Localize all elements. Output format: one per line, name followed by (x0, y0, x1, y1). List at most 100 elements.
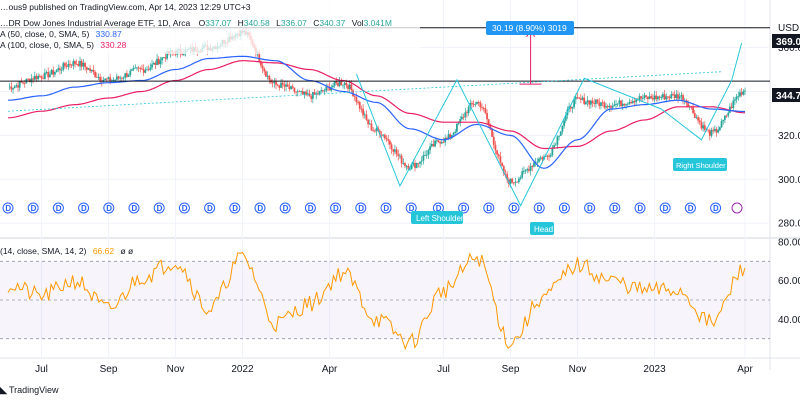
candle-body (697, 117, 699, 121)
candle-body (687, 103, 689, 108)
candle-body (615, 103, 617, 105)
candle-body (553, 145, 555, 149)
ma50-legend[interactable]: A (50, close, 0, SMA, 5) 330.87 (0, 29, 122, 39)
candle-body (343, 82, 346, 85)
candle-body (665, 96, 668, 100)
candle-body (373, 130, 376, 132)
candle-body (447, 134, 450, 139)
candle-body (288, 86, 291, 90)
candle-body (94, 71, 96, 77)
candle-body (47, 71, 50, 78)
symbol-line[interactable]: …DR Dow Jones Industrial Average ETF, 1D… (0, 18, 392, 28)
candle-body (151, 64, 153, 68)
dividend-marker-label: D (562, 204, 568, 213)
dividend-marker-label: D (663, 204, 669, 213)
dividend-marker-label: D (511, 204, 517, 213)
candle-body (501, 162, 504, 167)
dividend-marker (483, 202, 495, 214)
price-tick-label: 360.00 (778, 43, 800, 54)
dividend-marker (2, 202, 14, 214)
candle-body (722, 119, 725, 122)
candle-body (643, 95, 646, 98)
candle-body (62, 63, 65, 70)
ma100-line (7, 60, 746, 150)
candle-body (300, 91, 303, 93)
candle-body (514, 181, 517, 183)
candle-body (730, 106, 733, 108)
candle-body (435, 140, 438, 142)
candle-body (600, 102, 602, 106)
candle-body (459, 119, 462, 124)
candle-body (645, 95, 648, 97)
candle-body (464, 112, 467, 118)
candle-body (449, 134, 452, 138)
candle-body (737, 96, 740, 97)
candle-body (54, 72, 56, 75)
measure-label[interactable]: 30.19 (8.90%) 3019 (486, 21, 574, 35)
candle-body (523, 170, 525, 172)
candle-body (345, 82, 348, 86)
candle-body (87, 68, 90, 70)
candle-body (137, 67, 140, 69)
head-label[interactable]: Head (530, 222, 554, 235)
ma100-legend[interactable]: A (100, close, 0, SMA, 5) 330.28 (0, 40, 127, 50)
candle-body (79, 60, 81, 67)
candle-body (653, 95, 656, 100)
candle-body (368, 123, 371, 125)
candle-body (698, 120, 701, 123)
candle-body (618, 100, 621, 104)
candle-body (59, 68, 61, 71)
right-shoulder-label[interactable]: Right Shoulder (673, 158, 727, 171)
candle-body (27, 78, 29, 80)
candle-body (112, 79, 115, 81)
price-tick-label: 280.00 (778, 219, 800, 230)
candle-body (152, 62, 155, 65)
candle-body (281, 82, 284, 85)
left-shoulder-label[interactable]: Left Shoulder (411, 211, 464, 224)
ohlc-h: 340.58 (244, 18, 270, 28)
candle-body (84, 62, 86, 67)
candle-body (64, 63, 66, 67)
rsi-axis[interactable]: 40.00 60.00 80.00 (778, 238, 800, 326)
candle-body (427, 150, 430, 155)
candle-body (395, 149, 398, 155)
candle-body (328, 86, 331, 91)
candle-body (638, 96, 641, 101)
candle-body (348, 84, 351, 89)
candle-body (692, 107, 694, 113)
candle-body (482, 108, 485, 109)
dividend-marker-label: D (56, 204, 62, 213)
dividend-marker (458, 202, 470, 214)
dividend-marker (304, 202, 316, 214)
candle-body (549, 154, 552, 157)
candle-body (159, 60, 162, 65)
candle-body (494, 144, 497, 151)
candle-body (89, 68, 91, 72)
candle-body (132, 67, 135, 70)
candle-body (50, 70, 53, 75)
neckline-price-label: 344.7 (776, 91, 800, 102)
price-axis[interactable]: 280.00300.00320.00340.00360.00 (778, 43, 800, 230)
candle-body (72, 61, 75, 66)
dividend-marker-label: D (587, 204, 593, 213)
rsi-legend[interactable]: (14, close, SMA, 14, 2) 66.62 ø ø (0, 246, 133, 256)
candle-body (551, 148, 554, 155)
candle-body (410, 164, 413, 169)
candle-body (405, 165, 408, 167)
candle-body (467, 106, 470, 114)
time-tick-label: 2023 (643, 364, 666, 375)
brand[interactable]: ◣ TradingView (0, 385, 59, 395)
candle-body (610, 105, 612, 108)
dividend-marker (204, 202, 216, 214)
candle-body (456, 123, 458, 132)
candle-body (740, 92, 743, 95)
ma100-legend-label: A (100, close, 0, SMA, 5) (0, 40, 94, 50)
volume-label: Vol (352, 18, 364, 28)
candle-body (296, 91, 299, 93)
candle-body (285, 84, 287, 87)
candle-body (440, 141, 443, 144)
candle-body (57, 68, 60, 71)
candle-body (380, 134, 383, 136)
time-axis[interactable]: Jul Sep Nov 2022 Apr Jul Sep Nov 2023 Apr (35, 364, 753, 375)
